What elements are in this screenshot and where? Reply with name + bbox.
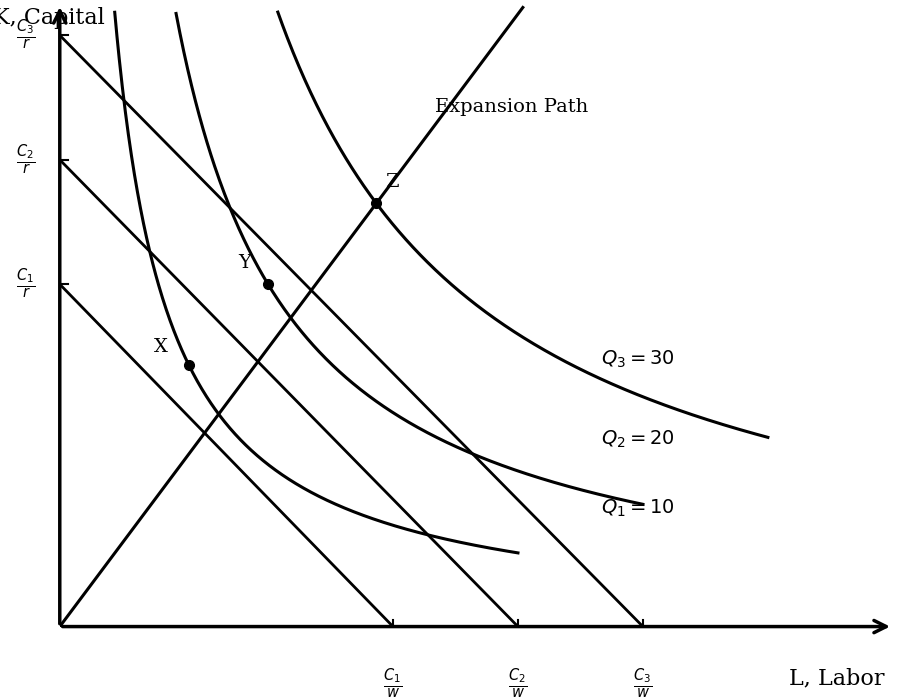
- Text: $Q_3=30$: $Q_3=30$: [601, 349, 675, 370]
- Text: K, Capital: K, Capital: [0, 7, 105, 29]
- Text: $\frac{C_3}{w}$: $\frac{C_3}{w}$: [633, 667, 652, 700]
- Text: X: X: [154, 338, 168, 356]
- Text: $\frac{C_2}{r}$: $\frac{C_2}{r}$: [15, 143, 35, 177]
- Text: $Q_2=20$: $Q_2=20$: [601, 429, 675, 451]
- Text: L, Labor: L, Labor: [789, 667, 884, 689]
- Text: Expansion Path: Expansion Path: [435, 98, 588, 116]
- Text: $\frac{C_2}{w}$: $\frac{C_2}{w}$: [509, 667, 527, 700]
- Text: Y: Y: [239, 254, 251, 272]
- Text: $\frac{C_1}{r}$: $\frac{C_1}{r}$: [15, 267, 35, 302]
- Text: $\frac{C_3}{r}$: $\frac{C_3}{r}$: [15, 18, 35, 52]
- Text: $Q_1=10$: $Q_1=10$: [601, 498, 675, 519]
- Text: Z: Z: [385, 173, 398, 191]
- Text: $\frac{C_1}{w}$: $\frac{C_1}{w}$: [383, 667, 403, 700]
